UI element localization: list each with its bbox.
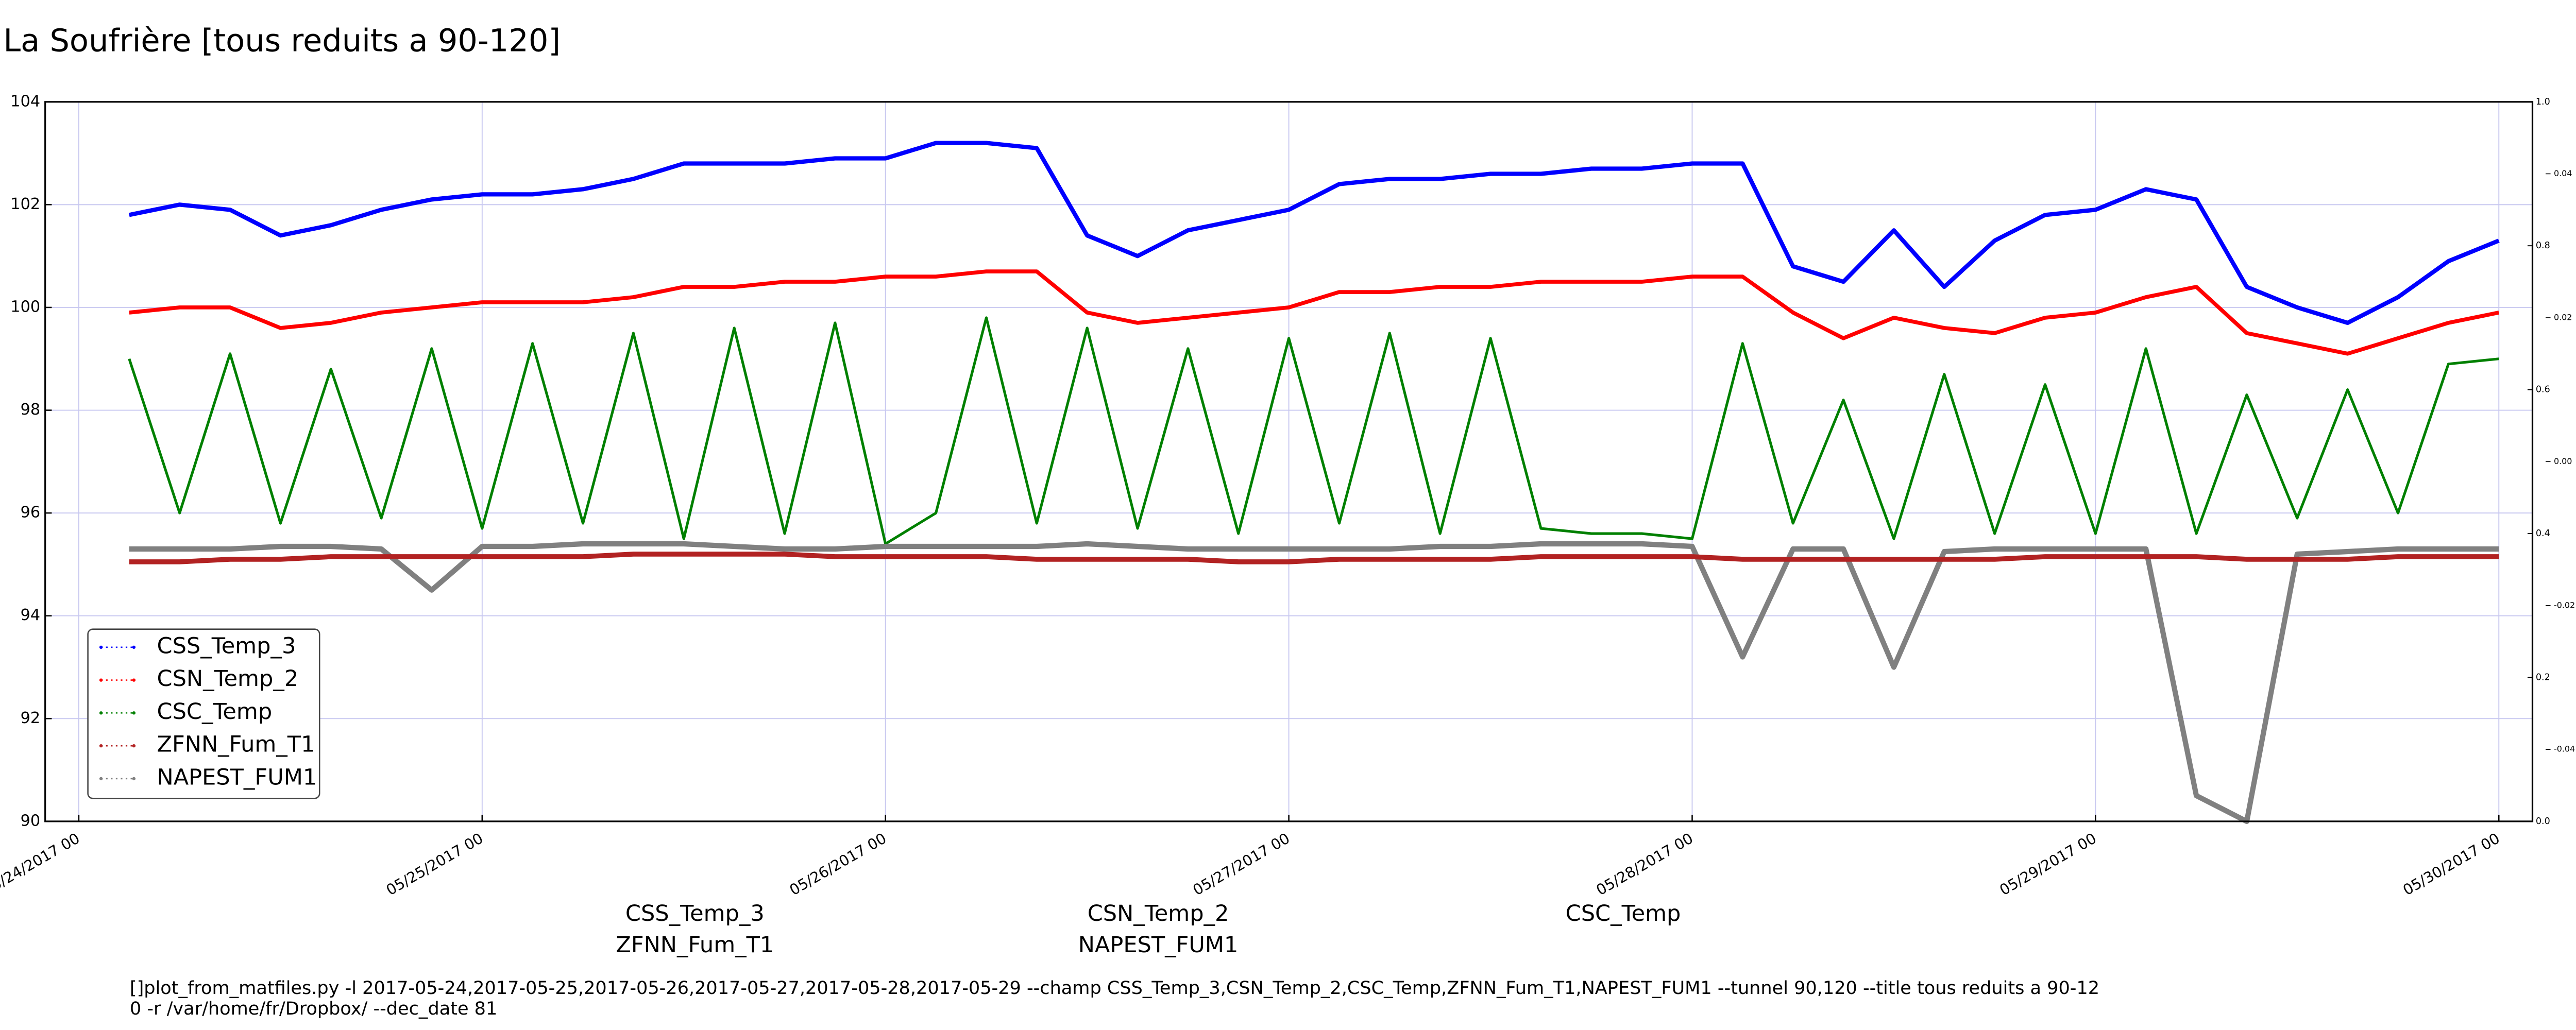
y-tick-label: 104 — [10, 92, 40, 110]
y-tick-label: 98 — [21, 401, 41, 419]
y2-tick-label: 0.4 — [2536, 528, 2550, 539]
legend-label: CSC_Temp — [157, 699, 273, 725]
y2-tick-label: 0.2 — [2536, 672, 2550, 682]
legend-marker — [99, 678, 103, 682]
legend-label: CSN_Temp_2 — [157, 666, 299, 692]
legend-marker — [132, 777, 136, 781]
series-name-label: CSS_Temp_3 — [625, 901, 765, 926]
legend-marker — [132, 645, 136, 649]
series-line — [129, 552, 2499, 564]
legend-marker — [132, 711, 136, 715]
chart-title: La Soufrière [tous reduits a 90-120] — [3, 23, 561, 59]
series-name-label: NAPEST_FUM1 — [1078, 932, 1239, 958]
legend-label: NAPEST_FUM1 — [157, 764, 317, 790]
y-tick-label: 90 — [21, 812, 41, 830]
y2-tick-label: 0.6 — [2536, 385, 2550, 395]
y2-tick-label: 0.8 — [2536, 241, 2550, 251]
legend-marker — [132, 744, 136, 748]
y-tick-label: 102 — [10, 195, 40, 213]
series-line — [129, 269, 2500, 356]
y3-tick-label: 0.00 — [2554, 456, 2572, 466]
legend-label: CSS_Temp_3 — [157, 633, 296, 659]
series-name-label: CSC_Temp — [1566, 901, 1681, 926]
legend: CSS_Temp_3 CSN_Temp_2 CSC_Temp ZFNN_Fum_T1 N… — [87, 628, 320, 799]
legend-marker — [99, 777, 103, 781]
y3-tick-label: -0.04 — [2554, 744, 2575, 754]
y-tick-label: 94 — [21, 606, 41, 624]
legend-box — [87, 628, 320, 799]
y3-tick-label: -0.02 — [2554, 600, 2575, 610]
legend-marker — [132, 678, 136, 682]
legend-marker — [99, 744, 103, 748]
series-name-label: ZFNN_Fum_T1 — [616, 932, 774, 958]
y-tick-label: 100 — [10, 298, 40, 316]
y3-tick-label: 0.04 — [2554, 168, 2572, 178]
y3-tick-label: 0.02 — [2554, 312, 2572, 322]
y2-tick-label: 0.0 — [2536, 816, 2550, 827]
y2-tick-label: 1.0 — [2536, 97, 2550, 107]
legend-marker — [99, 645, 103, 649]
footer-line: []plot_from_matfiles.py -l 2017-05-24,20… — [130, 977, 2099, 999]
series-line — [128, 316, 2499, 545]
footer-line: 0 -r /var/home/fr/Dropbox/ --dec_date 81 — [130, 998, 497, 1019]
y-tick-label: 92 — [21, 709, 41, 727]
series-name-label: CSN_Temp_2 — [1088, 901, 1229, 926]
series-line — [128, 141, 2500, 325]
legend-marker — [99, 711, 103, 715]
y-tick-label: 96 — [21, 504, 41, 522]
plot-frame — [44, 101, 2534, 822]
series-line — [129, 541, 2499, 824]
legend-label: ZFNN_Fum_T1 — [157, 732, 315, 758]
